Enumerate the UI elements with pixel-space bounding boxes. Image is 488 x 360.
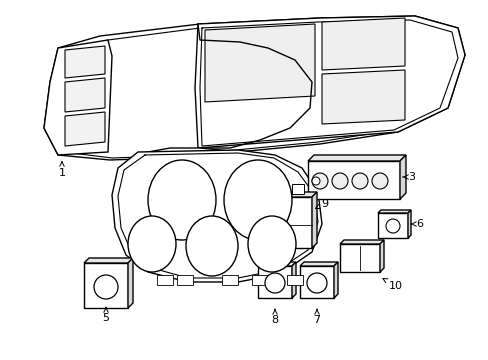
Polygon shape (258, 262, 295, 266)
Circle shape (331, 173, 347, 189)
Polygon shape (307, 161, 399, 199)
Polygon shape (379, 240, 383, 272)
Text: 1: 1 (59, 162, 65, 178)
Text: 4: 4 (222, 229, 235, 239)
Circle shape (351, 173, 367, 189)
Polygon shape (187, 222, 220, 226)
Text: 2: 2 (226, 246, 233, 263)
Polygon shape (84, 258, 133, 263)
Bar (251, 275, 267, 285)
Polygon shape (407, 210, 410, 238)
Polygon shape (299, 262, 337, 266)
Polygon shape (339, 240, 383, 244)
Bar (291, 184, 304, 194)
Text: 10: 10 (382, 279, 402, 291)
Bar (157, 275, 173, 285)
Polygon shape (216, 222, 220, 256)
Bar (269, 184, 282, 194)
Ellipse shape (148, 160, 216, 240)
Polygon shape (65, 46, 105, 78)
Polygon shape (65, 112, 105, 146)
Text: 6: 6 (410, 219, 423, 229)
Circle shape (311, 173, 327, 189)
Text: 5: 5 (102, 307, 109, 323)
Polygon shape (377, 210, 410, 213)
Polygon shape (307, 155, 405, 161)
Polygon shape (377, 213, 407, 238)
Circle shape (264, 273, 285, 293)
Polygon shape (195, 16, 464, 148)
Polygon shape (84, 263, 128, 308)
Ellipse shape (185, 216, 238, 276)
Ellipse shape (224, 160, 291, 240)
Polygon shape (291, 262, 295, 298)
Polygon shape (128, 258, 133, 308)
Polygon shape (112, 150, 321, 282)
Polygon shape (321, 18, 404, 70)
Polygon shape (65, 78, 105, 112)
Circle shape (306, 273, 326, 293)
Circle shape (371, 173, 387, 189)
Polygon shape (204, 24, 314, 102)
Circle shape (311, 177, 319, 185)
Polygon shape (311, 192, 316, 248)
Polygon shape (333, 262, 337, 298)
Bar (222, 275, 238, 285)
Polygon shape (44, 16, 464, 160)
Polygon shape (187, 226, 216, 256)
Ellipse shape (128, 216, 176, 272)
Circle shape (385, 219, 399, 233)
Polygon shape (258, 266, 291, 298)
Polygon shape (44, 40, 112, 155)
Text: 8: 8 (271, 309, 278, 325)
Bar (177, 275, 193, 285)
Text: 7: 7 (313, 309, 320, 325)
Polygon shape (262, 197, 311, 248)
Bar (286, 275, 303, 285)
Polygon shape (148, 148, 299, 226)
Polygon shape (399, 155, 405, 199)
Polygon shape (321, 70, 404, 124)
Polygon shape (299, 266, 333, 298)
Polygon shape (262, 192, 316, 197)
Circle shape (94, 275, 118, 299)
Polygon shape (339, 244, 379, 272)
Text: 3: 3 (402, 172, 415, 182)
Text: 9: 9 (315, 199, 328, 209)
Ellipse shape (247, 216, 295, 272)
